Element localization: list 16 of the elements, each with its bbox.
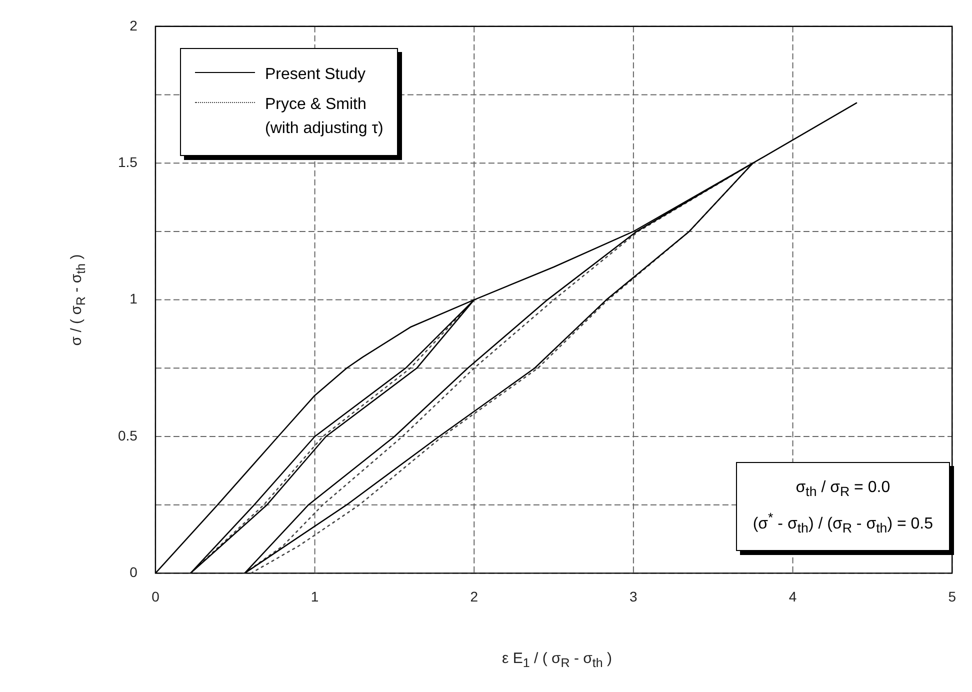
y-tick-label: 2 — [130, 17, 138, 34]
text: (σ$^{*}$ - σ$_{th}$) / (σ$_{R}$ - σ$_{th}$) = 0.5 — [752, 510, 933, 536]
legend-label: Pryce & Smith (with adjusting τ) — [265, 95, 384, 139]
x-tick-label: 2 — [470, 588, 478, 604]
x-tick-label: 3 — [630, 588, 638, 604]
x-tick-label: 1 — [310, 588, 319, 604]
y-tick-label: 0 — [130, 564, 138, 580]
legend-label: Present Study — [265, 65, 366, 85]
y-tick-label: 1.5 — [118, 154, 138, 170]
x-tick-label: 0 — [152, 588, 160, 604]
y-tick-label: 1 — [130, 290, 138, 307]
x-axis-title: ε E$_{1}$ / ( σ$_{R}$ - σ$_{th}$ ) — [502, 650, 612, 670]
x-tick-label: 4 — [788, 588, 797, 604]
annotation: σ$_{th}$ / σ$_{R}$ = 0.0 — [794, 478, 892, 502]
y-tick-label: 0.5 — [118, 427, 138, 444]
x-tick-label: 5 — [948, 588, 956, 604]
